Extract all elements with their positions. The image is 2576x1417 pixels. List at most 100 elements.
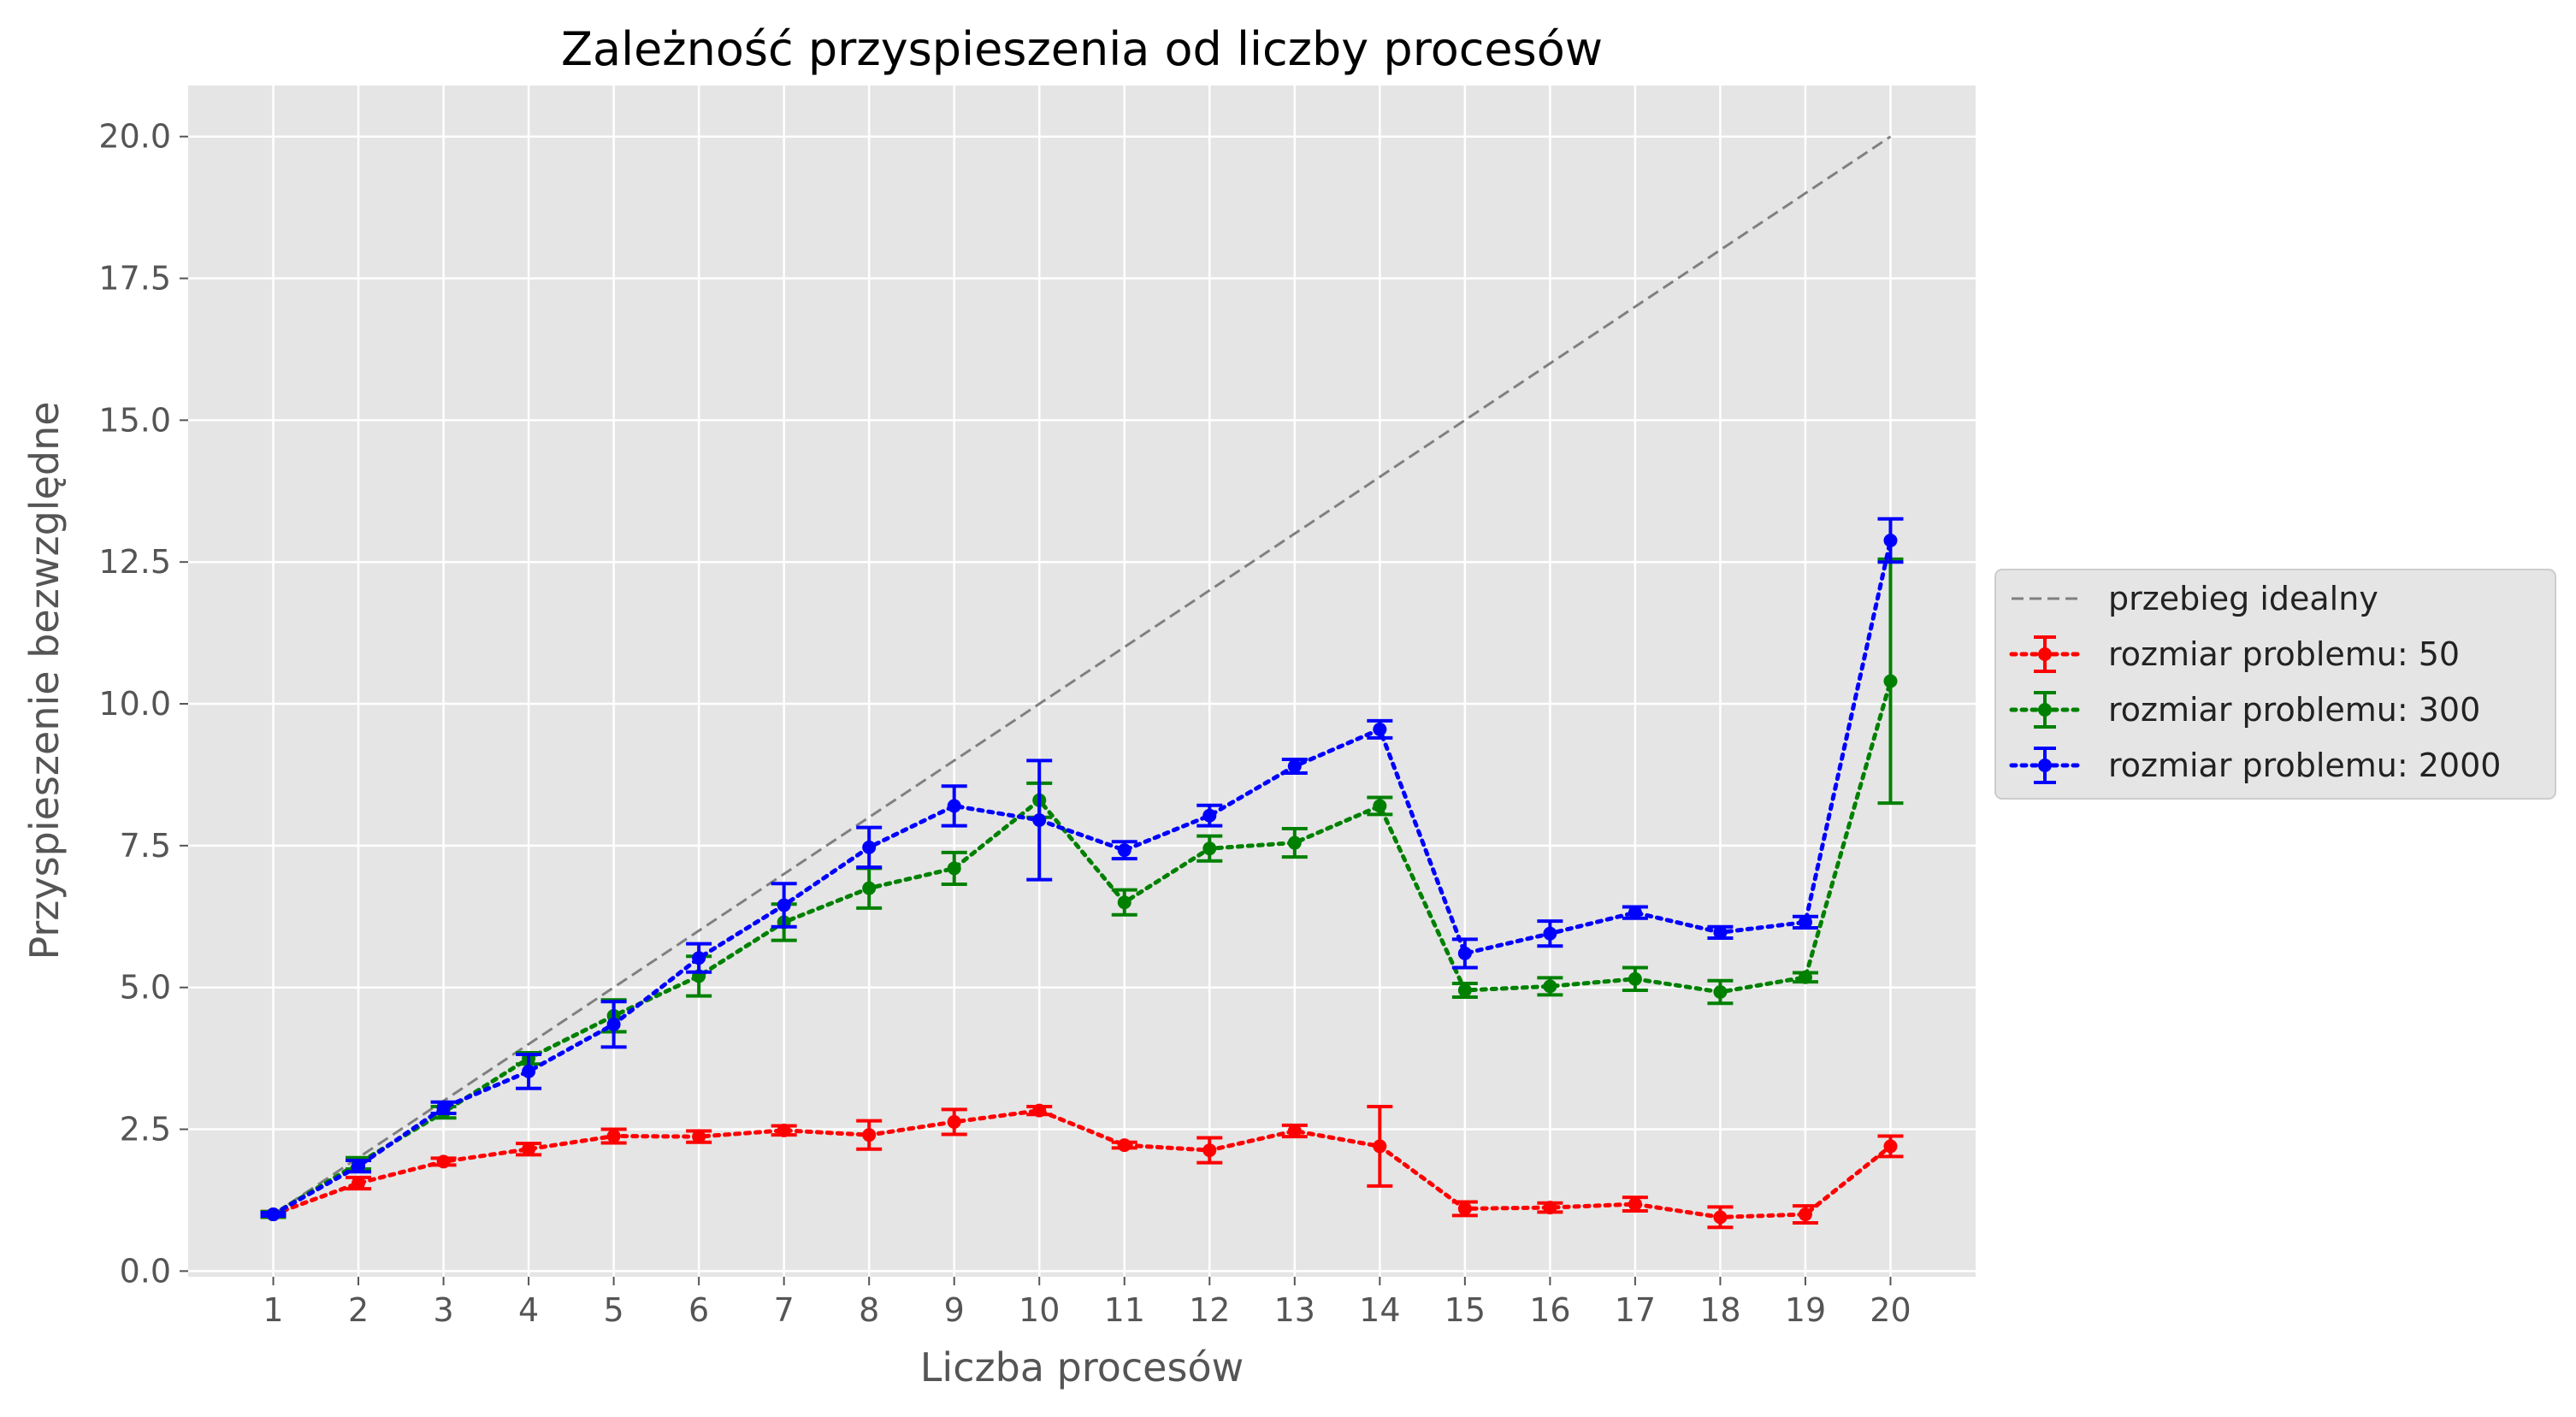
data-point <box>1202 808 1217 823</box>
data-point <box>1713 925 1728 940</box>
data-point <box>1373 799 1387 813</box>
data-point <box>352 1159 366 1173</box>
data-point <box>1543 1201 1557 1215</box>
data-point <box>436 1101 451 1115</box>
x-tick-label: 16 <box>1529 1291 1570 1329</box>
x-tick-label: 18 <box>1699 1291 1740 1329</box>
data-point <box>1373 722 1387 736</box>
x-tick-label: 7 <box>774 1291 795 1329</box>
data-point <box>1543 979 1557 994</box>
data-point <box>1543 926 1557 941</box>
x-tick-label: 4 <box>518 1291 539 1329</box>
x-tick-label: 13 <box>1274 1291 1315 1329</box>
y-tick-label: 15.0 <box>98 401 171 439</box>
data-point <box>1713 985 1728 1000</box>
plot-background <box>188 86 1976 1277</box>
x-tick-label: 15 <box>1445 1291 1486 1329</box>
legend-swatch-marker <box>2038 759 2052 772</box>
data-point <box>947 861 961 876</box>
x-tick-label: 3 <box>433 1291 453 1329</box>
data-point <box>947 799 961 813</box>
data-point <box>862 881 877 895</box>
y-tick-label: 5.0 <box>120 969 171 1007</box>
data-point <box>777 898 791 912</box>
legend-label-series: rozmiar problemu: 2000 <box>2108 747 2501 784</box>
ideal-line <box>272 135 1892 1216</box>
legend-label-ideal: przebieg idealny <box>2108 580 2378 617</box>
data-point <box>1202 841 1217 856</box>
data-point <box>947 1114 961 1129</box>
legend-box <box>1994 569 2556 800</box>
data-point <box>1287 835 1302 850</box>
y-tick-label: 2.5 <box>120 1111 171 1148</box>
data-point <box>1032 813 1047 828</box>
data-point <box>1457 1201 1472 1216</box>
data-point <box>1798 915 1812 930</box>
data-point <box>1628 906 1642 920</box>
data-point <box>777 1123 791 1137</box>
y-tick-label: 7.5 <box>120 827 171 865</box>
data-point <box>1373 1139 1387 1154</box>
data-point <box>436 1154 451 1169</box>
x-tick-label: 14 <box>1359 1291 1400 1329</box>
x-tick-label: 20 <box>1870 1291 1911 1329</box>
legend-label-series: rozmiar problemu: 50 <box>2108 635 2460 673</box>
data-point <box>1628 971 1642 986</box>
y-tick-label: 10.0 <box>98 685 171 723</box>
data-point <box>1457 983 1472 998</box>
x-tick-label: 9 <box>944 1291 965 1329</box>
data-point <box>1287 759 1302 773</box>
data-point <box>1117 843 1131 858</box>
data-point <box>1117 1138 1131 1153</box>
series-line <box>271 1108 1893 1219</box>
x-tick-label: 12 <box>1189 1291 1230 1329</box>
data-point <box>1202 1143 1217 1158</box>
data-point <box>1032 1103 1047 1118</box>
y-tick-label: 12.5 <box>98 543 171 581</box>
legend-swatch-marker <box>2038 647 2052 661</box>
data-point <box>1117 895 1131 910</box>
y-axis-label: Przyspieszenie bezwzględne <box>21 401 68 959</box>
series-line <box>271 679 1893 1217</box>
data-series <box>260 135 1904 1230</box>
x-tick-label: 8 <box>859 1291 879 1329</box>
data-point <box>1883 1139 1898 1154</box>
legend-swatch-marker <box>2038 703 2052 717</box>
data-point <box>1713 1210 1728 1225</box>
x-tick-label: 5 <box>604 1291 624 1329</box>
y-tick-label: 0.0 <box>120 1252 171 1290</box>
data-point <box>1287 1124 1302 1138</box>
data-point <box>1798 970 1812 984</box>
x-axis-label: Liczba procesów <box>920 1344 1244 1390</box>
legend-items: przebieg idealny rozmiar problemu: 50 rozm… <box>2009 580 2501 784</box>
data-point <box>1798 1207 1812 1222</box>
y-tick-label: 17.5 <box>98 260 171 298</box>
data-point <box>1457 946 1472 960</box>
series-line <box>271 538 1893 1217</box>
data-point <box>862 1128 877 1142</box>
data-point <box>862 840 877 854</box>
axis-ticks: 1 2 3 4 5 6 7 8 9 10 11 12 13 14 15 16 17 18 19 200.02.55.0… <box>98 118 1911 1329</box>
x-tick-label: 19 <box>1785 1291 1826 1329</box>
data-point <box>692 951 706 965</box>
data-point <box>352 1176 366 1190</box>
chart-title: Zależność przyspieszenia od liczby proce… <box>561 22 1603 76</box>
data-point <box>522 1142 536 1156</box>
series-1 <box>260 557 1904 1222</box>
data-point <box>266 1207 281 1222</box>
x-tick-label: 6 <box>688 1291 709 1329</box>
series-2 <box>260 517 1904 1222</box>
data-point <box>522 1064 536 1078</box>
x-tick-label: 1 <box>263 1291 283 1329</box>
data-point <box>1883 533 1898 547</box>
x-tick-label: 11 <box>1104 1291 1145 1329</box>
data-point <box>606 1017 621 1031</box>
x-tick-label: 2 <box>348 1291 369 1329</box>
legend: przebieg idealny rozmiar problemu: 50 rozm… <box>1994 569 2556 800</box>
data-point <box>1628 1197 1642 1212</box>
y-tick-label: 20.0 <box>98 118 171 156</box>
x-tick-label: 10 <box>1019 1291 1060 1329</box>
x-tick-label: 17 <box>1615 1291 1656 1329</box>
data-point <box>692 1130 706 1144</box>
